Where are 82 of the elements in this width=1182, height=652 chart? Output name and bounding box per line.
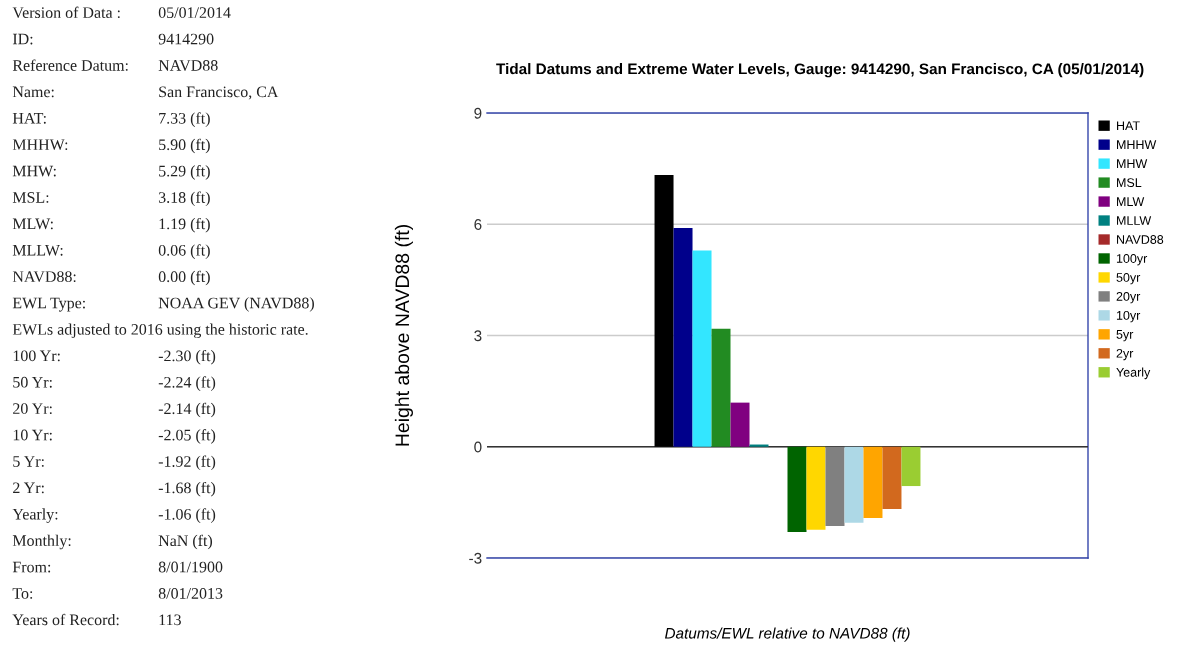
text: MLLW: <box>12 244 63 256</box>
legend-label: 100yr <box>1116 254 1148 266</box>
bar <box>787 446 807 533</box>
bar <box>730 402 750 447</box>
text: 5.90 (ft) <box>159 138 210 154</box>
legend-label: MHW <box>1117 159 1148 168</box>
bar <box>882 446 902 510</box>
legend-label: Yearly <box>1116 367 1151 380</box>
text: Years of Record: <box>12 613 119 626</box>
legend-label: 5yr <box>1116 330 1134 342</box>
text: NAVD88: <box>12 271 76 283</box>
y-tick-label: 3 <box>474 330 482 342</box>
text: -1.92 (ft) <box>158 455 216 471</box>
legend-label: 50yr <box>1116 273 1141 285</box>
text: -1.68 (ft) <box>158 481 216 497</box>
text: HAT: <box>12 112 46 124</box>
bar <box>825 446 845 527</box>
text: Reference Datum: <box>12 59 128 71</box>
text: To: <box>12 588 33 599</box>
text: Yearly: <box>12 508 58 523</box>
legend-label: NAVD88 <box>1117 235 1164 244</box>
text: 5 Yr: <box>13 456 44 467</box>
text: MHW: <box>12 165 56 177</box>
text: 05/01/2014 <box>158 7 231 18</box>
legend-label: MHHW <box>1117 140 1157 149</box>
text: 10 Yr: <box>13 429 52 441</box>
text: 9414290 <box>158 33 214 45</box>
y-tick-label: 9 <box>474 107 482 119</box>
y-tick-label: 6 <box>474 219 482 230</box>
text: From: <box>12 561 51 573</box>
text: ID: <box>12 33 33 45</box>
text: NaN (ft) <box>158 534 213 550</box>
legend-label: MLW <box>1117 197 1145 206</box>
text: 113 <box>159 614 181 626</box>
y-tick-label: 0 <box>474 441 482 453</box>
legend-label: 20yr <box>1116 291 1141 304</box>
text: 7.33 (ft) <box>159 112 210 127</box>
text: MSL: <box>12 192 49 203</box>
text: 0.06 (ft) <box>158 244 210 259</box>
text: NAVD88 <box>158 60 218 71</box>
text: -1.06 (ft) <box>158 508 216 523</box>
legend-label: MLLW <box>1117 216 1152 225</box>
text: 2 Yr: <box>13 482 44 494</box>
text: -2.30 (ft) <box>158 349 216 365</box>
bar <box>901 446 921 487</box>
bar <box>863 446 883 518</box>
legend-label: HAT <box>1117 121 1140 130</box>
text: -2.05 (ft) <box>158 429 216 444</box>
text: MLW: <box>12 218 53 230</box>
y-tick-label: -3 <box>469 552 482 564</box>
bar <box>673 227 693 447</box>
text: 0.00 (ft) <box>158 270 210 286</box>
bar <box>654 174 674 447</box>
text: Name: <box>12 86 54 98</box>
text: Monthly: <box>12 534 71 550</box>
text: Version of Data : <box>12 6 120 19</box>
text: 8/01/2013 <box>158 588 223 599</box>
text: EWLs adjusted to 2016 using the historic rate. <box>12 323 308 339</box>
bar <box>806 446 826 530</box>
text: 1.19 (ft) <box>159 217 210 233</box>
chart-title: Tidal Datums and Extreme Water Levels, Gauge: 9414290, San Francisco, CA (05/01/2014) <box>496 63 1144 78</box>
x-axis-title: Datums/EWL relative to NAVD88 (ft) <box>665 627 910 642</box>
text: 50 Yr: <box>13 376 52 388</box>
bar <box>749 444 769 447</box>
y-axis-title: Height above NAVD88 (ft) <box>394 225 413 446</box>
text: San Francisco, CA <box>159 86 279 100</box>
text: -2.24 (ft) <box>158 376 216 391</box>
text: EWL Type: <box>12 297 85 312</box>
text: MHHW: <box>12 139 68 151</box>
text: 5.29 (ft) <box>159 165 210 180</box>
bar <box>711 328 731 447</box>
text: 8/01/1900 <box>158 561 223 573</box>
text: NOAA GEV (NAVD88) <box>158 297 314 312</box>
text: 3.18 (ft) <box>158 191 210 207</box>
legend-label: 2yr <box>1116 348 1134 361</box>
bar <box>844 446 864 523</box>
text: 20 Yr: <box>13 403 52 415</box>
bar <box>692 250 712 447</box>
text: 100 Yr: <box>13 350 60 362</box>
text: -2.14 (ft) <box>158 402 216 418</box>
legend-label: MSL <box>1117 178 1142 188</box>
legend-label: 10yr <box>1116 310 1141 323</box>
